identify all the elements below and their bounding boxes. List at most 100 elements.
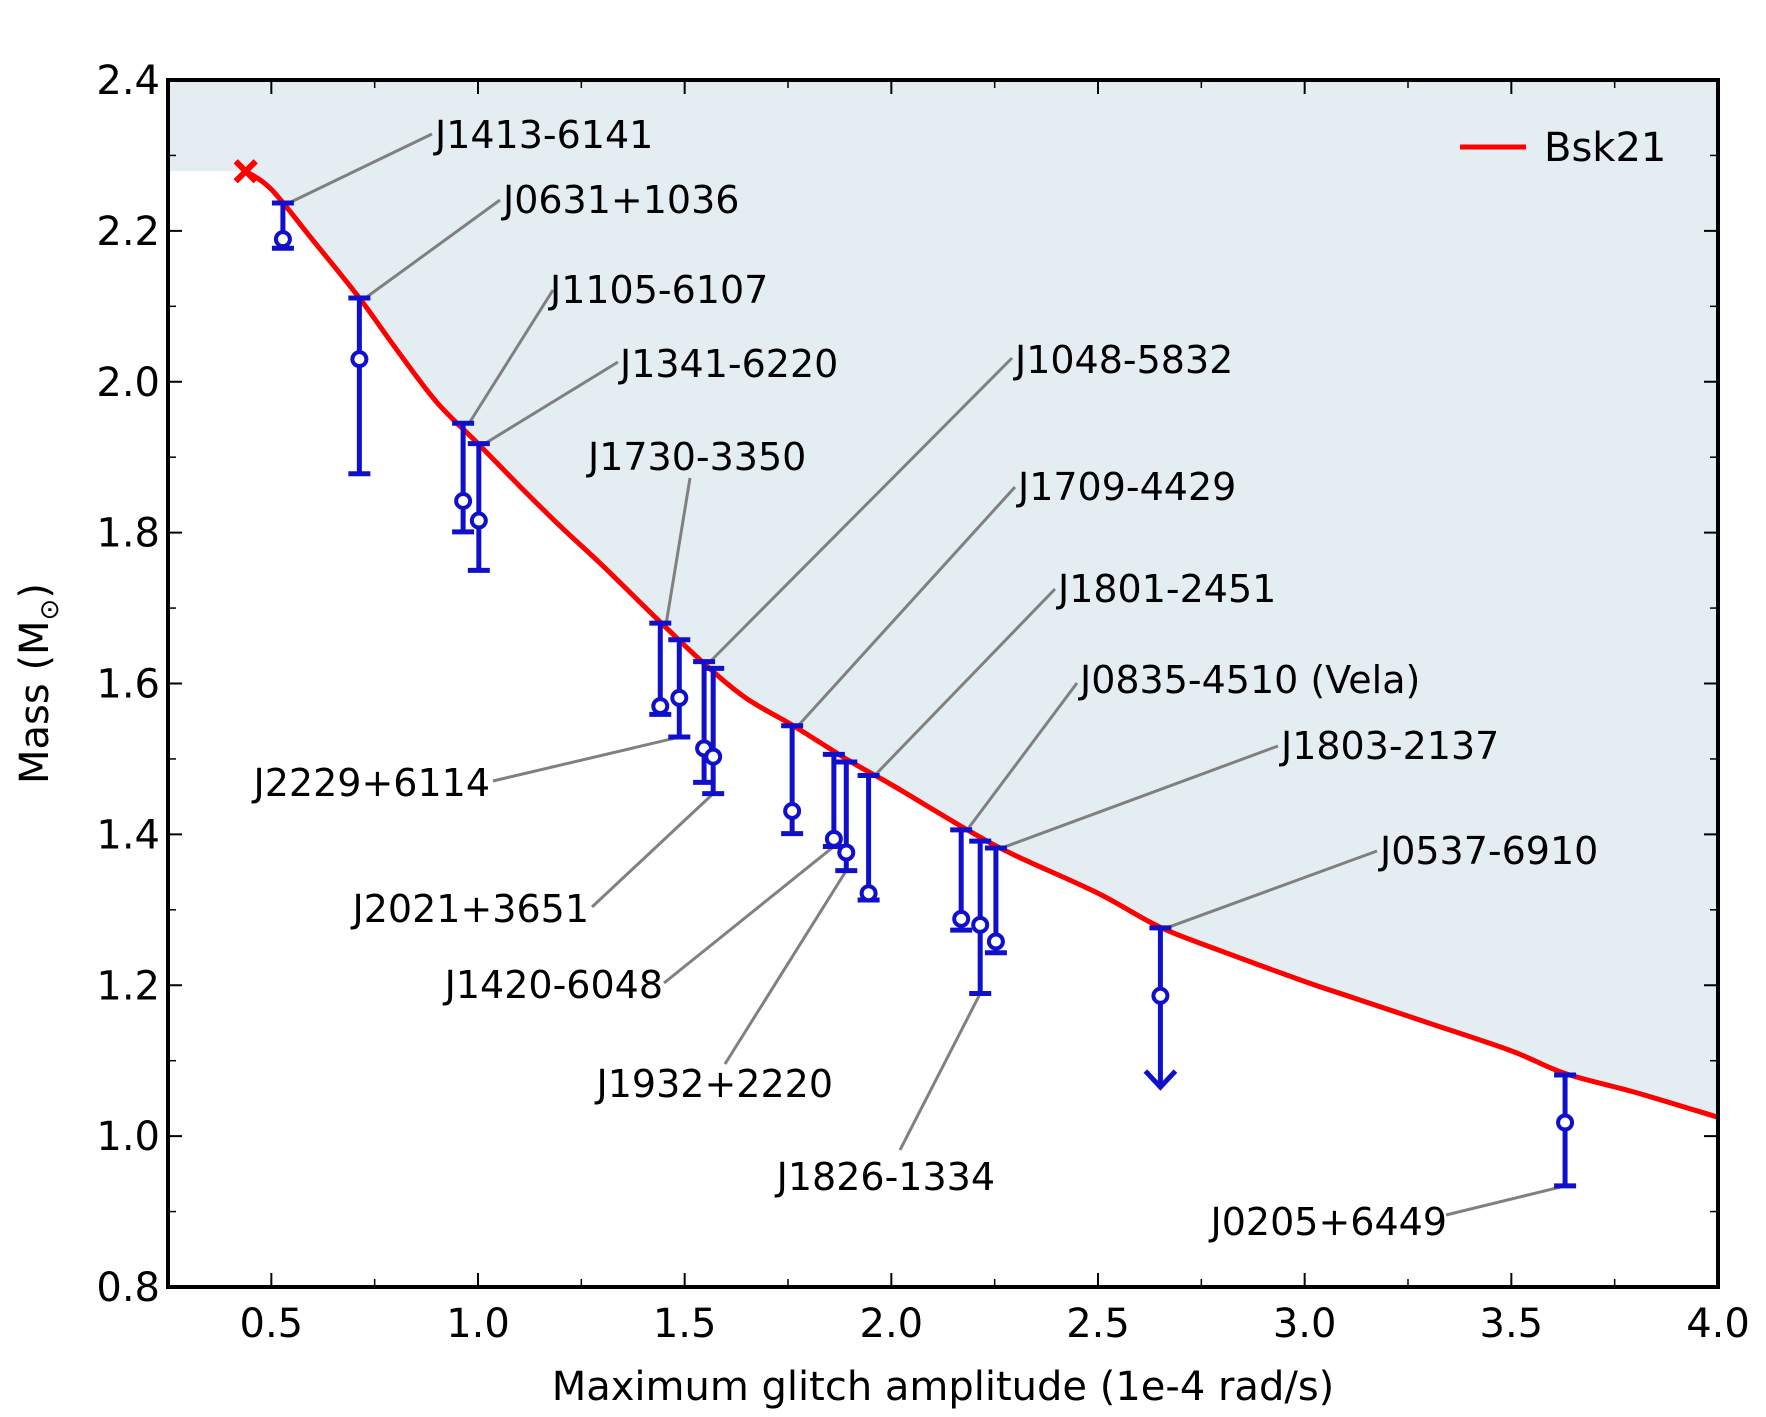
- x-tick-label: 3.0: [1273, 1301, 1337, 1347]
- pulsar-label: J1048-5832: [1013, 338, 1233, 382]
- data-point: [649, 620, 672, 717]
- annotation-leader-line: [364, 198, 501, 300]
- y-tick-label: 1.4: [96, 812, 160, 858]
- pulsar-annotations: J1413-6141 J0631+1036 J1105-6107 J1341-6220…: [252, 113, 1599, 1244]
- annotation-leader-line: [288, 132, 433, 205]
- data-point-marker: [454, 491, 473, 510]
- y-tick-label: 2.0: [96, 360, 160, 406]
- pulsar-label: J1932+2220: [595, 1062, 833, 1106]
- y-axis-label-main: Mass (M: [12, 620, 58, 784]
- y-tick-label: 1.0: [96, 1114, 160, 1160]
- y-axis-label-close: ): [12, 583, 58, 599]
- pulsar-label: J1730-3350: [586, 435, 806, 479]
- x-tick-label: 0.5: [240, 1301, 304, 1347]
- annotation-leader-line: [797, 485, 1017, 727]
- data-point: [348, 295, 371, 477]
- data-points: [271, 200, 1577, 1189]
- endpoint-x-stroke: [233, 159, 258, 184]
- data-point-marker: [350, 350, 369, 369]
- y-tick-label: 1.6: [96, 662, 160, 708]
- annotation-leader-line: [898, 992, 982, 1151]
- x-tick-label: 3.5: [1480, 1301, 1544, 1347]
- data-point-marker: [1151, 986, 1170, 1005]
- pulsar-label: J0631+1036: [501, 178, 739, 222]
- y-axis-label: Mass (M⊙): [12, 583, 65, 784]
- annotation-leader-line: [664, 477, 692, 624]
- pulsar-label: J1413-6141: [433, 113, 653, 157]
- data-point-marker: [469, 511, 488, 530]
- data-point: [702, 665, 725, 797]
- pulsar-label: J1826-1334: [775, 1155, 995, 1199]
- data-point: [857, 773, 880, 903]
- data-point: [1143, 925, 1178, 1091]
- data-point-marker: [704, 747, 723, 766]
- data-point-marker: [837, 843, 856, 862]
- data-point: [271, 200, 294, 251]
- annotation-leader-line: [873, 587, 1057, 777]
- data-point-marker: [971, 915, 990, 934]
- y-tick-label: 2.4: [96, 58, 160, 104]
- x-tick-label: 4.0: [1686, 1301, 1750, 1347]
- pulsar-label: J1420-6048: [443, 963, 663, 1007]
- pulsar-label: J0835-4510 (Vela): [1078, 658, 1420, 702]
- annotation-leader-line: [1165, 849, 1378, 930]
- x-axis-ticks: 0.5 1.0 1.5 2.0 2.5 3.0 3.5 4.0: [240, 80, 1750, 1347]
- annotation-leader-line: [1445, 1184, 1566, 1217]
- data-point: [452, 420, 475, 535]
- annotation-leader-line: [492, 735, 680, 783]
- data-point: [950, 827, 973, 933]
- data-point: [1554, 1072, 1577, 1189]
- annotation-leader-line: [467, 289, 555, 425]
- data-point-marker: [986, 932, 1005, 951]
- legend-label-bsk21: Bsk21: [1544, 125, 1666, 171]
- annotation-leader-line: [965, 682, 1079, 831]
- upper-limit-arrow: [1143, 1069, 1178, 1091]
- data-point-marker: [670, 688, 689, 707]
- data-point-marker: [859, 884, 878, 903]
- pulsar-label: J0537-6910: [1378, 829, 1598, 873]
- data-point-marker: [824, 829, 843, 848]
- annotation-leader-line: [484, 360, 619, 445]
- y-axis-label-sun-symbol: ⊙: [35, 599, 65, 621]
- pulsar-label: J1801-2451: [1056, 567, 1276, 611]
- data-point-marker: [952, 909, 971, 928]
- data-point: [668, 637, 691, 740]
- y-axis-ticks: 0.8 1.0 1.2 1.4 1.6 1.8 2.0 2.2 2.4: [96, 58, 1718, 1311]
- annotation-leader-line: [723, 869, 848, 1065]
- x-tick-label: 1.5: [653, 1301, 717, 1347]
- y-tick-label: 0.8: [96, 1265, 160, 1311]
- pulsar-label: J1709-4429: [1016, 465, 1236, 509]
- data-point: [467, 441, 490, 573]
- data-point: [969, 838, 992, 997]
- data-point: [835, 759, 858, 874]
- x-tick-label: 2.5: [1066, 1301, 1130, 1347]
- pulsar-label: J2229+6114: [252, 761, 490, 805]
- annotation-leader-line: [663, 845, 835, 985]
- legend: Bsk21: [1460, 125, 1666, 171]
- pulsar-label: J1105-6107: [548, 268, 768, 312]
- x-tick-label: 2.0: [860, 1301, 924, 1347]
- data-point: [822, 751, 845, 849]
- y-tick-label: 1.8: [96, 511, 160, 557]
- y-tick-label: 1.2: [96, 963, 160, 1009]
- y-tick-label: 2.2: [96, 209, 160, 255]
- data-point-marker: [783, 801, 802, 820]
- pulsar-label: J2021+3651: [351, 887, 589, 931]
- annotation-leader-line: [590, 792, 715, 909]
- data-point-marker: [1556, 1113, 1575, 1132]
- x-tick-label: 1.0: [446, 1301, 510, 1347]
- pulsar-label: J0205+6449: [1209, 1200, 1447, 1244]
- plot-area: [168, 80, 1719, 1217]
- annotation-leaders: [288, 132, 1566, 1217]
- data-point-marker: [651, 697, 670, 716]
- data-point: [984, 845, 1007, 956]
- annotation-leader-line: [709, 356, 1014, 663]
- x-axis-label: Maximum glitch amplitude (1e-4 rad/s): [552, 1364, 1335, 1410]
- data-point: [781, 723, 804, 837]
- pulsar-label: J1341-6220: [618, 342, 838, 386]
- excluded-region-shade: [168, 80, 1718, 1118]
- data-point-marker: [273, 230, 292, 249]
- annotation-leader-line: [1001, 744, 1279, 850]
- curve-endpoint-x-marker: [233, 159, 258, 184]
